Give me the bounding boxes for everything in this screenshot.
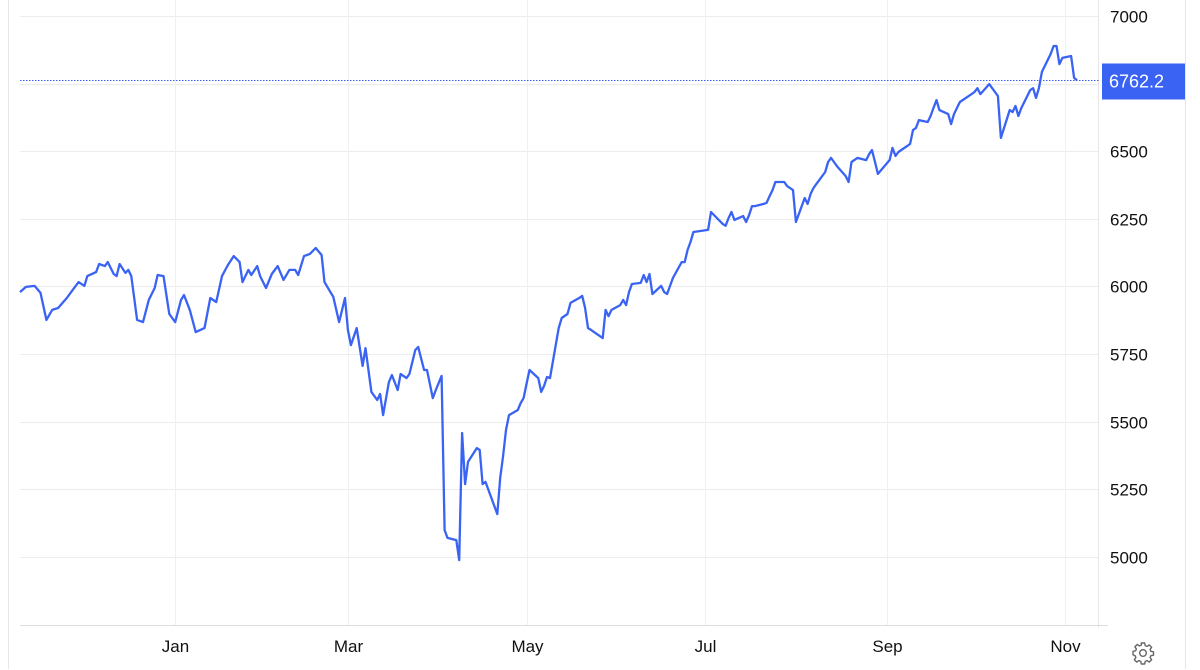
y-tick-label: 6000 [1110,278,1148,297]
x-tick-label: Jan [162,637,189,656]
x-tick-label: Sep [872,637,902,656]
y-tick-label: 5250 [1110,481,1148,500]
y-tick-label: 6500 [1110,143,1148,162]
series-line [20,46,1077,560]
last-value-label: 6762.2 [1109,72,1164,92]
y-tick-label: 5000 [1110,549,1148,568]
x-tick-label: May [511,637,544,656]
y-tick-label: 5750 [1110,346,1148,365]
settings-button[interactable] [1131,641,1155,665]
y-tick-label: 6250 [1110,211,1148,230]
grid [20,0,1098,625]
gear-icon [1131,641,1155,665]
x-tick-label: Jul [695,637,717,656]
x-tick-label: Mar [334,637,364,656]
y-tick-label: 5500 [1110,414,1148,433]
y-tick-label: 7000 [1110,8,1148,27]
x-axis: Jan Mar May Jul Sep Nov [162,637,1081,656]
x-tick-label: Nov [1050,637,1081,656]
